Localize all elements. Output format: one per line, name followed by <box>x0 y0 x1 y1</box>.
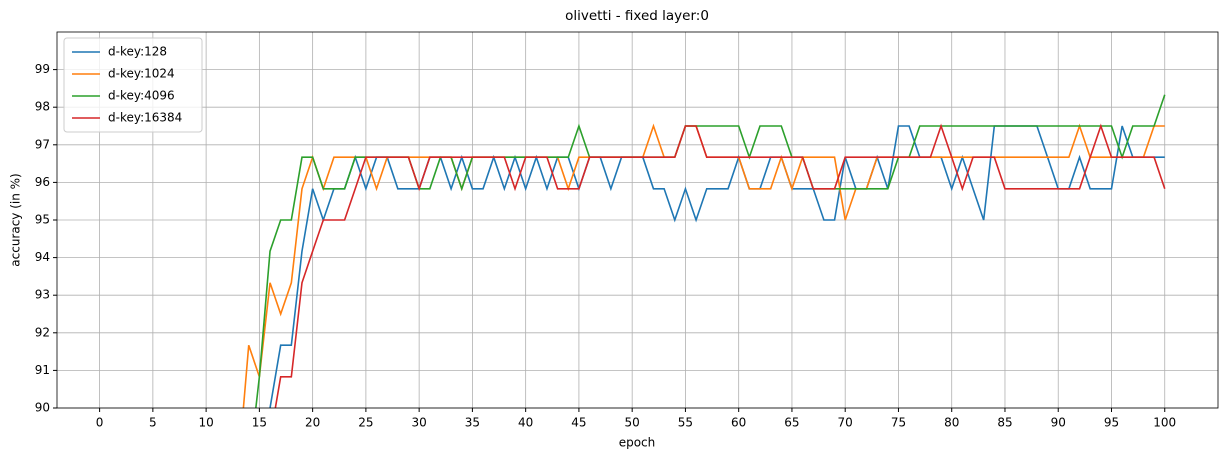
x-tick-label: 65 <box>784 416 799 430</box>
y-tick-label: 97 <box>35 137 50 151</box>
x-tick-label: 50 <box>625 416 640 430</box>
y-tick-label: 94 <box>35 250 50 264</box>
legend-label: d-key:4096 <box>108 89 175 103</box>
x-tick-label: 80 <box>944 416 959 430</box>
y-tick-label: 98 <box>35 100 50 114</box>
x-tick-label: 10 <box>198 416 213 430</box>
y-tick-label: 90 <box>35 401 50 415</box>
legend-label: d-key:1024 <box>108 67 175 81</box>
x-tick-label: 55 <box>678 416 693 430</box>
y-tick-label: 93 <box>35 288 50 302</box>
x-tick-label: 85 <box>997 416 1012 430</box>
x-tick-label: 25 <box>358 416 373 430</box>
y-tick-label: 99 <box>35 62 50 76</box>
x-tick-label: 60 <box>731 416 746 430</box>
series-line <box>274 123 1166 408</box>
lines <box>242 94 1166 408</box>
x-tick-label: 0 <box>96 416 104 430</box>
y-axis-label: accuracy (in %) <box>9 173 23 266</box>
legend: d-key:128 d-key:1024 d-key:4096 d-key:16384 <box>63 37 203 133</box>
x-axis-label: epoch <box>619 436 656 450</box>
legend-label: d-key:16384 <box>108 111 182 125</box>
y-tick-label: 95 <box>35 213 50 227</box>
x-tick-label: 100 <box>1153 416 1176 430</box>
x-tick-label: 5 <box>149 416 157 430</box>
x-tick-label: 95 <box>1104 416 1119 430</box>
x-tick-label: 15 <box>252 416 267 430</box>
chart-title: olivetti - fixed layer:0 <box>565 8 709 24</box>
x-tick-label: 20 <box>305 416 320 430</box>
legend-label: d-key:128 <box>108 45 167 59</box>
x-tick-label: 30 <box>412 416 427 430</box>
y-tick-label: 91 <box>35 363 50 377</box>
ticks: 0 5 10 15 20 25 30 35 40 45 50 55 60 65 70 75 80 85 90 95 10… <box>35 62 1176 429</box>
x-tick-label: 35 <box>465 416 480 430</box>
x-tick-label: 40 <box>518 416 533 430</box>
legend-box <box>63 37 203 133</box>
x-tick-label: 45 <box>571 416 586 430</box>
x-tick-label: 75 <box>891 416 906 430</box>
y-tick-label: 96 <box>35 175 50 189</box>
x-tick-label: 70 <box>838 416 853 430</box>
y-tick-label: 92 <box>35 325 50 339</box>
x-tick-label: 90 <box>1051 416 1066 430</box>
